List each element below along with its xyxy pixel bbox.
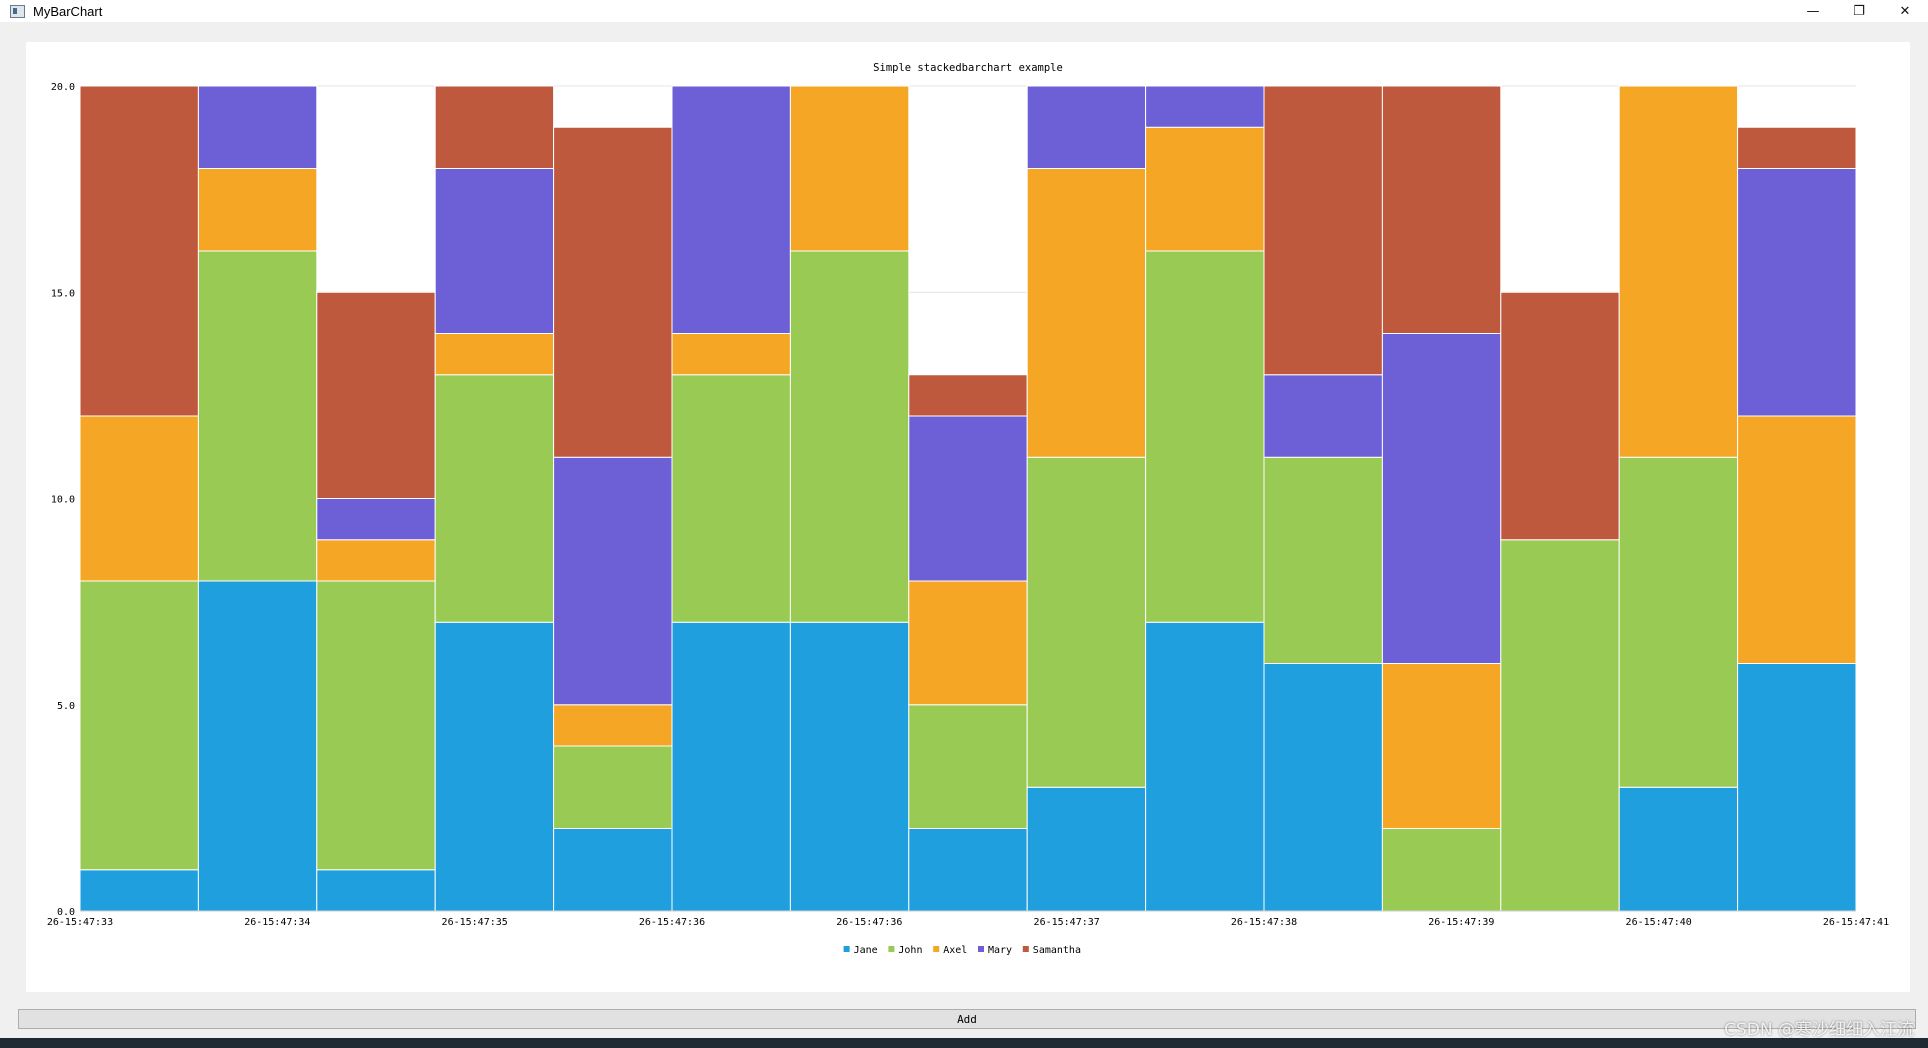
bar-segment-axel: [553, 704, 673, 747]
bar-segment-jane: [1263, 663, 1383, 912]
legend-marker-samantha: [1022, 946, 1029, 952]
bar-segment-axel: [1381, 663, 1502, 829]
bar-segment-mary: [553, 456, 673, 706]
bar-segment-axel: [1618, 85, 1739, 458]
bar-segment-john: [1145, 250, 1265, 623]
y-tick-label: 20.0: [51, 82, 75, 93]
bar-segment-john: [908, 704, 1028, 829]
restore-button[interactable]: ❐: [1853, 3, 1865, 19]
x-tick-label: 26-15:47:36: [639, 917, 705, 928]
bar-segment-jane: [789, 621, 910, 912]
x-tick-label: 26-15:47:37: [1034, 917, 1100, 928]
x-tick-label: 26-15:47:36: [836, 917, 902, 928]
bar-segment-jane: [671, 621, 791, 912]
bar-segment-john: [1500, 539, 1620, 912]
app-icon: [10, 4, 25, 18]
bar-segment-jane: [316, 869, 436, 912]
bar-segment-samantha: [1500, 291, 1620, 541]
legend-marker-axel: [933, 946, 940, 952]
bar-segment-axel: [79, 415, 199, 582]
bar-segment-axel: [789, 85, 910, 252]
bar-segment-john: [316, 580, 436, 871]
bar-segment-jane: [1026, 786, 1147, 912]
bar-segment-mary: [671, 85, 791, 334]
window-controls: — ❐ ✕: [1790, 0, 1928, 22]
bar-segment-axel: [197, 168, 318, 252]
x-tick-label: 26-15:47:33: [47, 917, 113, 928]
add-button[interactable]: Add: [18, 1009, 1916, 1029]
legend-label-jane: Jane: [854, 945, 878, 956]
bar-segment-axel: [434, 333, 555, 376]
bar-segment-axel: [1145, 126, 1265, 252]
bar-segment-john: [553, 745, 673, 829]
bar-segment-axel: [1026, 168, 1147, 458]
bar-segment-mary: [1145, 85, 1265, 128]
y-tick-label: 15.0: [51, 288, 75, 299]
y-tick-label: 0.0: [57, 907, 75, 918]
legend-label-john: John: [898, 945, 922, 956]
bar-segment-axel: [671, 333, 791, 376]
bar-segment-john: [1026, 456, 1147, 788]
bar-segment-axel: [1737, 415, 1857, 664]
bar-segment-mary: [908, 415, 1028, 582]
bar-segment-john: [1381, 828, 1502, 912]
bar-segment-samantha: [1381, 85, 1502, 334]
bar-segment-jane: [1145, 621, 1265, 912]
taskbar-strip: [0, 1038, 1928, 1048]
title-bar: MyBarChart — ❐ ✕: [0, 0, 1928, 22]
x-tick-label: 26-15:47:39: [1428, 917, 1494, 928]
bar-segment-jane: [1737, 663, 1857, 912]
legend-marker-john: [888, 946, 895, 952]
close-button[interactable]: ✕: [1899, 3, 1911, 19]
legend-label-samantha: Samantha: [1033, 945, 1081, 956]
bar-segment-john: [1263, 456, 1383, 664]
bar-segment-john: [79, 580, 199, 871]
window-title: MyBarChart: [33, 3, 103, 19]
bar-segment-mary: [1381, 333, 1502, 664]
legend-marker-mary: [978, 946, 984, 952]
bar-segment-john: [1618, 456, 1739, 788]
bar-segment-samantha: [1263, 85, 1383, 376]
bar-segment-mary: [1026, 85, 1147, 169]
x-tick-label: 26-15:47:35: [442, 917, 508, 928]
bar-segment-mary: [197, 85, 318, 169]
x-tick-label: 26-15:47:34: [244, 917, 310, 928]
bar-segment-john: [434, 374, 555, 623]
bar-segment-jane: [79, 869, 199, 912]
bar-segment-samantha: [553, 126, 673, 458]
bar-segment-samantha: [908, 374, 1028, 417]
stacked-bar-chart: Simple stackedbarchart example 0.0 5.0 10.0…: [47, 62, 1889, 956]
bar-segment-samantha: [434, 85, 555, 169]
bar-segment-samantha: [1737, 126, 1857, 169]
bar-segment-john: [197, 250, 318, 582]
y-tick-label: 5.0: [57, 701, 75, 712]
bar-segment-axel: [316, 539, 436, 582]
bar-segment-mary: [434, 168, 555, 334]
bar-segment-jane: [908, 828, 1028, 912]
bar-segment-jane: [1618, 786, 1739, 912]
bar-segment-jane: [434, 621, 555, 912]
chart-title: Simple stackedbarchart example: [873, 62, 1063, 74]
x-tick-label: 26-15:47:38: [1231, 917, 1297, 928]
chart-view: Simple stackedbarchart example 0.0 5.0 10.0…: [26, 42, 1910, 992]
legend-label-axel: Axel: [943, 945, 967, 956]
y-tick-label: 10.0: [51, 495, 75, 506]
legend-marker-jane: [843, 946, 850, 952]
x-tick-label: 26-15:47:40: [1626, 917, 1692, 928]
bar-segment-jane: [553, 828, 673, 912]
bar-segment-jane: [197, 580, 318, 912]
bar-segment-axel: [908, 580, 1028, 706]
bar-segment-john: [789, 250, 910, 623]
bar-segment-mary: [1263, 374, 1383, 458]
minimize-button[interactable]: —: [1806, 3, 1820, 19]
bar-segment-mary: [316, 498, 436, 541]
bar-segment-john: [671, 374, 791, 623]
x-tick-label: 26-15:47:41: [1823, 917, 1889, 928]
bar-segment-mary: [1737, 168, 1857, 417]
bar-segment-samantha: [316, 291, 436, 499]
watermark: CSDN @寒沙细细入江流: [1724, 1020, 1914, 1040]
bar-segment-samantha: [79, 85, 199, 417]
legend-label-mary: Mary: [988, 945, 1012, 956]
